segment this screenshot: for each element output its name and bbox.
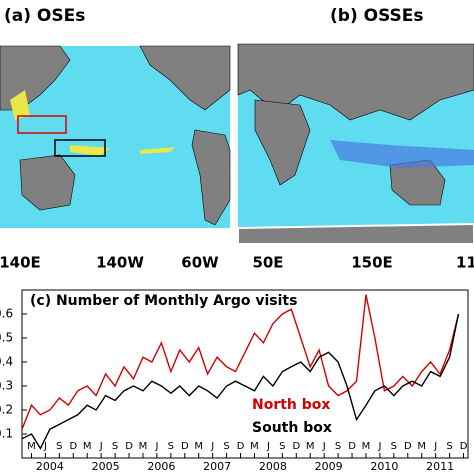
x-tick-label: J xyxy=(99,441,103,452)
africa xyxy=(254,99,311,186)
x-tick-label: J xyxy=(266,441,270,452)
x-tick-label: D xyxy=(292,441,300,452)
x-tick-label: J xyxy=(43,441,47,452)
map-x-label: 11 xyxy=(456,254,474,272)
south-america xyxy=(191,129,231,226)
x-tick-label: S xyxy=(223,441,229,452)
map-x-label: 140W xyxy=(96,254,144,272)
x-tick-label: S xyxy=(446,441,452,452)
x-tick-label: M xyxy=(139,441,148,452)
north-box xyxy=(17,115,67,134)
x-tick-label: M xyxy=(306,441,315,452)
x-tick-label: S xyxy=(335,441,341,452)
high-region xyxy=(330,140,474,168)
x-tick-label: D xyxy=(125,441,133,452)
x-tick-label: S xyxy=(56,441,62,452)
y-tick-label: 0.3 xyxy=(0,379,13,393)
y-tick-label: 0.4 xyxy=(0,355,13,369)
x-tick-label: D xyxy=(181,441,189,452)
map-x-label: 140E xyxy=(0,254,41,272)
year-label: 2007 xyxy=(203,460,231,473)
x-tick-label: J xyxy=(154,441,158,452)
x-tick-label: M xyxy=(250,441,259,452)
map-b: (b) OSSEs 50E 150E 11 xyxy=(237,6,474,272)
x-tick-label: S xyxy=(168,441,174,452)
map-title: (b) OSSEs xyxy=(330,6,424,26)
year-label: 2008 xyxy=(259,460,287,473)
chart-title: (c) Number of Monthly Argo visits xyxy=(30,293,297,309)
map-x-label: 50E xyxy=(252,254,283,272)
x-tick-label: M xyxy=(27,441,36,452)
year-label: 2004 xyxy=(36,460,64,473)
high-region xyxy=(10,90,175,156)
x-tick-label: S xyxy=(391,441,397,452)
map-x-label: 60W xyxy=(181,254,219,272)
antarctica xyxy=(237,222,474,245)
ice xyxy=(238,32,474,44)
year-label: 2006 xyxy=(147,460,175,473)
x-tick-label: J xyxy=(433,441,437,452)
x-tick-label: D xyxy=(404,441,412,452)
year-label: 2005 xyxy=(92,460,120,473)
x-tick-label: J xyxy=(377,441,381,452)
x-tick-label: S xyxy=(279,441,285,452)
y-tick-label: 0.6 xyxy=(0,307,13,321)
x-tick-label: M xyxy=(417,441,426,452)
x-tick-label: D xyxy=(237,441,245,452)
x-tick-label: J xyxy=(210,441,214,452)
asia xyxy=(0,45,71,111)
x-tick-label: D xyxy=(460,441,468,452)
y-tick-label: 0.5 xyxy=(0,331,13,345)
map-x-label: 150E xyxy=(351,254,393,272)
x-tick-label: M xyxy=(194,441,203,452)
ice xyxy=(0,32,230,46)
north-america xyxy=(139,45,231,111)
line xyxy=(21,313,460,450)
y-tick-label: 0.1 xyxy=(0,427,13,441)
eurasia xyxy=(237,43,474,121)
x-tick-label: M xyxy=(362,441,371,452)
x-tick-label: S xyxy=(112,441,118,452)
line xyxy=(21,294,460,430)
antarctic xyxy=(0,228,230,244)
plot-frame xyxy=(21,289,469,459)
year-label: 2010 xyxy=(370,460,398,473)
south-box xyxy=(54,139,106,157)
x-tick-label: J xyxy=(322,441,326,452)
map-title: (a) OSEs xyxy=(4,6,85,26)
legend-entry: South box xyxy=(252,420,332,436)
legend-entry: North box xyxy=(252,397,330,413)
australia xyxy=(19,154,76,211)
map-a: (a) OSEs 140E 140W 60W xyxy=(0,6,231,272)
y-tick-label: 0.2 xyxy=(0,403,13,417)
year-label: 2011 xyxy=(426,460,454,473)
x-tick-label: D xyxy=(69,441,77,452)
x-tick-label: M xyxy=(83,441,92,452)
year-label: 2009 xyxy=(315,460,343,473)
x-tick-label: D xyxy=(348,441,356,452)
